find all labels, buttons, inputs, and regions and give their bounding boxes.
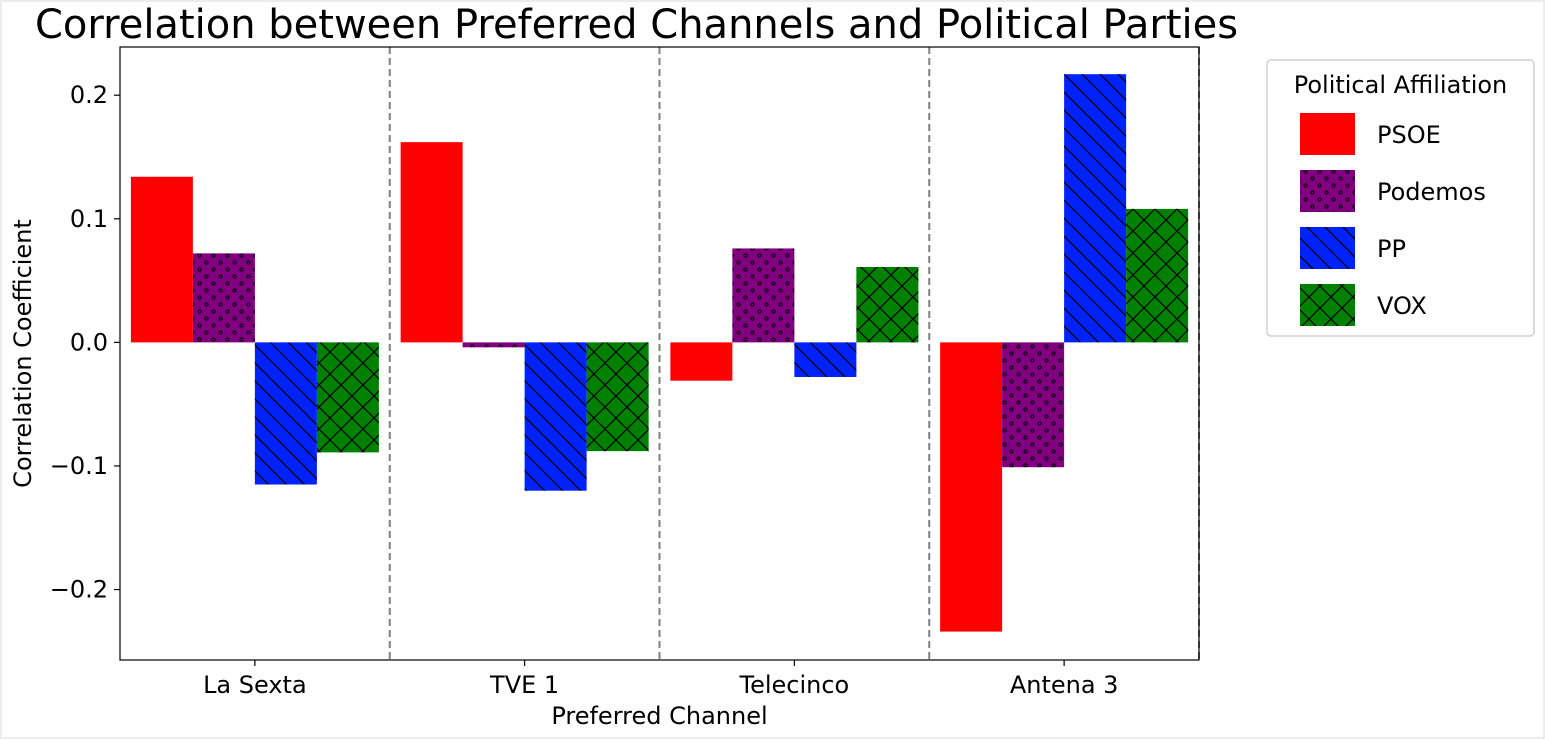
x-axis-label: Preferred Channel (551, 702, 767, 730)
bar-hatch-podemos-antena-3 (1002, 342, 1065, 468)
legend-swatch-hatch-pp (1300, 227, 1355, 269)
chart-title: Correlation between Preferred Channels a… (35, 2, 1239, 48)
bar-hatch-vox-tve-1 (586, 342, 649, 452)
bar-psoe-antena-3 (940, 342, 1003, 632)
bar-psoe-telecinco (670, 342, 733, 381)
legend-swatch-psoe (1300, 113, 1355, 155)
bar-hatch-pp-antena-3 (1064, 74, 1127, 343)
bar-hatch-podemos-tve-1 (462, 342, 525, 348)
legend-label-vox: VOX (1377, 292, 1427, 320)
bar-psoe-la-sexta (130, 176, 193, 343)
bar-hatch-vox-la-sexta (316, 342, 379, 453)
bar-psoe-tve-1 (400, 142, 463, 343)
x-tick-label: La Sexta (203, 671, 307, 699)
bar-hatch-pp-tve-1 (524, 342, 587, 491)
legend-title: Political Affiliation (1294, 71, 1508, 99)
legend-label-pp: PP (1377, 235, 1406, 263)
bar-hatch-podemos-la-sexta (192, 253, 255, 343)
x-tick-label: Telecinco (739, 671, 850, 699)
legend-swatch-hatch-podemos (1300, 170, 1355, 212)
plot-area-frame (119, 46, 1200, 661)
y-tick-label: 0.2 (70, 81, 108, 109)
y-tick-label: 0.0 (70, 328, 108, 356)
bar-hatch-vox-antena-3 (1126, 208, 1189, 343)
y-axis-label: Correlation Coefficient (9, 219, 37, 488)
legend-swatch-hatch-vox (1300, 284, 1355, 326)
y-tick-label: −0.2 (50, 576, 108, 604)
legend-label-psoe: PSOE (1377, 121, 1441, 149)
bar-hatch-pp-la-sexta (254, 342, 317, 485)
bar-hatch-pp-telecinco (794, 342, 857, 377)
bar-hatch-vox-telecinco (856, 266, 919, 343)
x-tick-label: Antena 3 (1010, 671, 1119, 699)
legend-label-podemos: Podemos (1377, 178, 1486, 206)
y-tick-label: 0.1 (70, 205, 108, 233)
bar-hatch-podemos-telecinco (732, 248, 795, 343)
y-tick-label: −0.1 (50, 452, 108, 480)
x-tick-label: TVE 1 (489, 671, 559, 699)
